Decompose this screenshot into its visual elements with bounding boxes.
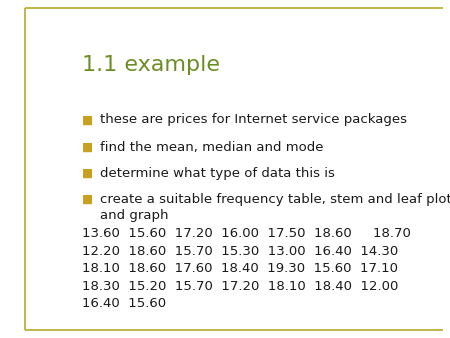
Text: 18.10  18.60  17.60  18.40  19.30  15.60  17.10: 18.10 18.60 17.60 18.40 19.30 15.60 17.1… — [82, 262, 398, 275]
Text: ■: ■ — [82, 193, 94, 206]
Text: determine what type of data this is: determine what type of data this is — [100, 167, 335, 180]
Text: ■: ■ — [82, 141, 94, 154]
Text: create a suitable frequency table, stem and leaf plot
and graph: create a suitable frequency table, stem … — [100, 193, 450, 222]
Text: these are prices for Internet service packages: these are prices for Internet service pa… — [100, 114, 407, 126]
Text: 16.40  15.60: 16.40 15.60 — [82, 297, 166, 310]
Text: ■: ■ — [82, 167, 94, 180]
Text: 13.60  15.60  17.20  16.00  17.50  18.60     18.70: 13.60 15.60 17.20 16.00 17.50 18.60 18.7… — [82, 227, 411, 240]
Text: 1.1 example: 1.1 example — [82, 55, 220, 75]
Text: find the mean, median and mode: find the mean, median and mode — [100, 141, 324, 154]
Text: 18.30  15.20  15.70  17.20  18.10  18.40  12.00: 18.30 15.20 15.70 17.20 18.10 18.40 12.0… — [82, 280, 399, 293]
Text: 12.20  18.60  15.70  15.30  13.00  16.40  14.30: 12.20 18.60 15.70 15.30 13.00 16.40 14.3… — [82, 245, 399, 258]
Text: ■: ■ — [82, 114, 94, 126]
